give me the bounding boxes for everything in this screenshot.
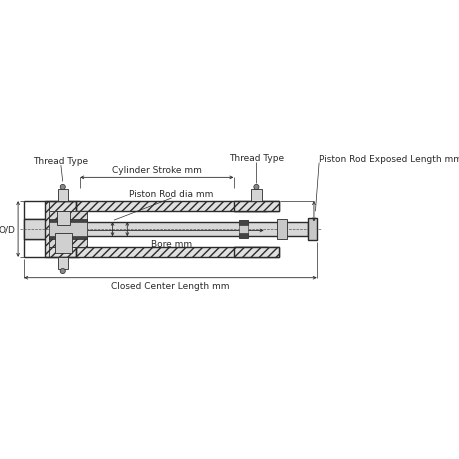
Bar (55, 234, 72, 253)
Bar (251, 190, 261, 202)
Bar (276, 219, 287, 240)
Bar (308, 218, 316, 241)
Bar (57, 257, 68, 269)
Circle shape (60, 269, 65, 274)
Bar (45, 202, 79, 257)
Bar (49, 222, 87, 237)
Bar (24, 219, 52, 240)
Circle shape (253, 185, 258, 190)
Bar (238, 221, 247, 238)
Bar (75, 247, 267, 257)
Bar (57, 212, 70, 225)
Bar (75, 202, 267, 212)
Text: Piston Rod dia mm: Piston Rod dia mm (129, 190, 213, 199)
Text: Thread Type: Thread Type (33, 157, 88, 166)
Circle shape (60, 185, 65, 190)
Text: Closed Center Length mm: Closed Center Length mm (111, 281, 229, 290)
Bar (234, 247, 278, 257)
Text: O/D: O/D (0, 225, 15, 234)
Bar (234, 202, 278, 212)
Bar (52, 222, 308, 237)
Bar (238, 234, 247, 238)
Bar (49, 234, 87, 239)
Bar (57, 190, 68, 202)
Bar (49, 212, 87, 247)
Text: Thread Type: Thread Type (228, 154, 283, 163)
Text: Piston Rod Exposed Length mm: Piston Rod Exposed Length mm (319, 154, 459, 163)
Bar (49, 220, 87, 225)
Bar (238, 221, 247, 225)
Bar (49, 212, 79, 247)
Text: Cylinder Stroke mm: Cylinder Stroke mm (112, 166, 202, 175)
Text: Bore mm: Bore mm (151, 240, 192, 249)
